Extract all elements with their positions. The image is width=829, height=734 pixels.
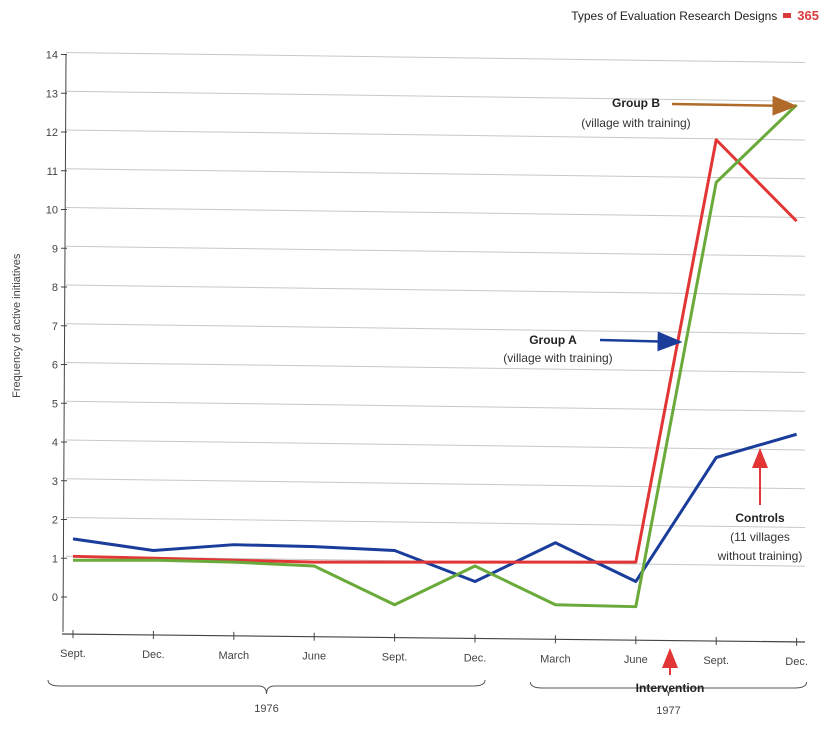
- x-tick-label: June: [624, 654, 648, 666]
- y-tick-label: 4: [52, 437, 58, 449]
- group-a-sublabel: (village with training): [503, 351, 612, 365]
- gridline: [65, 245, 806, 257]
- x-tick-label: March: [540, 653, 571, 665]
- y-tick-label: 14: [46, 50, 58, 62]
- year-brace: [47, 679, 486, 695]
- gridline: [65, 168, 806, 180]
- group-a-arrow: [599, 331, 683, 352]
- x-axis-line: [61, 633, 806, 643]
- group-b-arrow: [671, 95, 798, 116]
- controls-sublabel-2: without training): [717, 549, 803, 563]
- y-axis-label: Frequency of active initiatives: [11, 253, 23, 398]
- series-line-controls: [73, 103, 798, 609]
- x-tick-label: Dec.: [142, 649, 165, 661]
- y-tick-label: 13: [46, 88, 58, 100]
- x-tick-label: March: [219, 650, 250, 662]
- gridline: [65, 478, 806, 490]
- y-tick-label: 7: [52, 321, 58, 333]
- gridline: [65, 284, 806, 296]
- x-tick-label: Sept.: [60, 648, 86, 660]
- y-tick-label: 1: [52, 553, 58, 565]
- year-label: 1976: [254, 703, 278, 715]
- y-axis-line: [62, 54, 67, 632]
- y-tick-label: 6: [52, 360, 58, 372]
- x-tick-label: Sept.: [382, 652, 408, 664]
- gridline: [65, 439, 806, 451]
- gridline: [65, 323, 806, 335]
- page-number: 365: [797, 8, 819, 23]
- gridline: [65, 517, 806, 528]
- year-label: 1977: [656, 705, 680, 717]
- x-tick-label: Dec.: [464, 652, 487, 664]
- group-b-sublabel: (village with training): [581, 116, 690, 130]
- y-tick-label: 0: [52, 592, 58, 604]
- y-tick-label: 8: [52, 282, 58, 294]
- gridline: [65, 400, 806, 412]
- gridline: [65, 52, 806, 63]
- gridline: [65, 129, 806, 141]
- y-tick-label: 3: [52, 476, 58, 488]
- y-tick-label: 5: [52, 398, 58, 410]
- controls-label: Controls: [735, 511, 785, 525]
- header-marker: [783, 13, 792, 18]
- y-tick-label: 10: [46, 205, 58, 217]
- page-header: Types of Evaluation Research Designs 365: [571, 8, 819, 23]
- y-tick-label: 2: [52, 515, 58, 527]
- y-tick-label: 11: [47, 166, 58, 178]
- header-title: Types of Evaluation Research Designs: [571, 8, 778, 23]
- y-tick-label: 12: [46, 127, 58, 139]
- group-a-label: Group A: [529, 333, 577, 347]
- year-brace: [529, 681, 808, 697]
- x-tick-label: Dec.: [785, 656, 808, 668]
- y-tick-label: 9: [52, 243, 58, 255]
- gridline: [65, 207, 806, 218]
- group-b-label: Group B: [612, 96, 660, 110]
- x-tick-label: Sept.: [703, 655, 729, 667]
- x-tick-label: June: [302, 651, 326, 663]
- gridline: [65, 90, 806, 102]
- series-line-group-a: [72, 432, 798, 583]
- intervention-label: Intervention: [636, 681, 705, 695]
- gridline: [65, 362, 806, 373]
- controls-sublabel-1: (11 villages: [730, 530, 790, 544]
